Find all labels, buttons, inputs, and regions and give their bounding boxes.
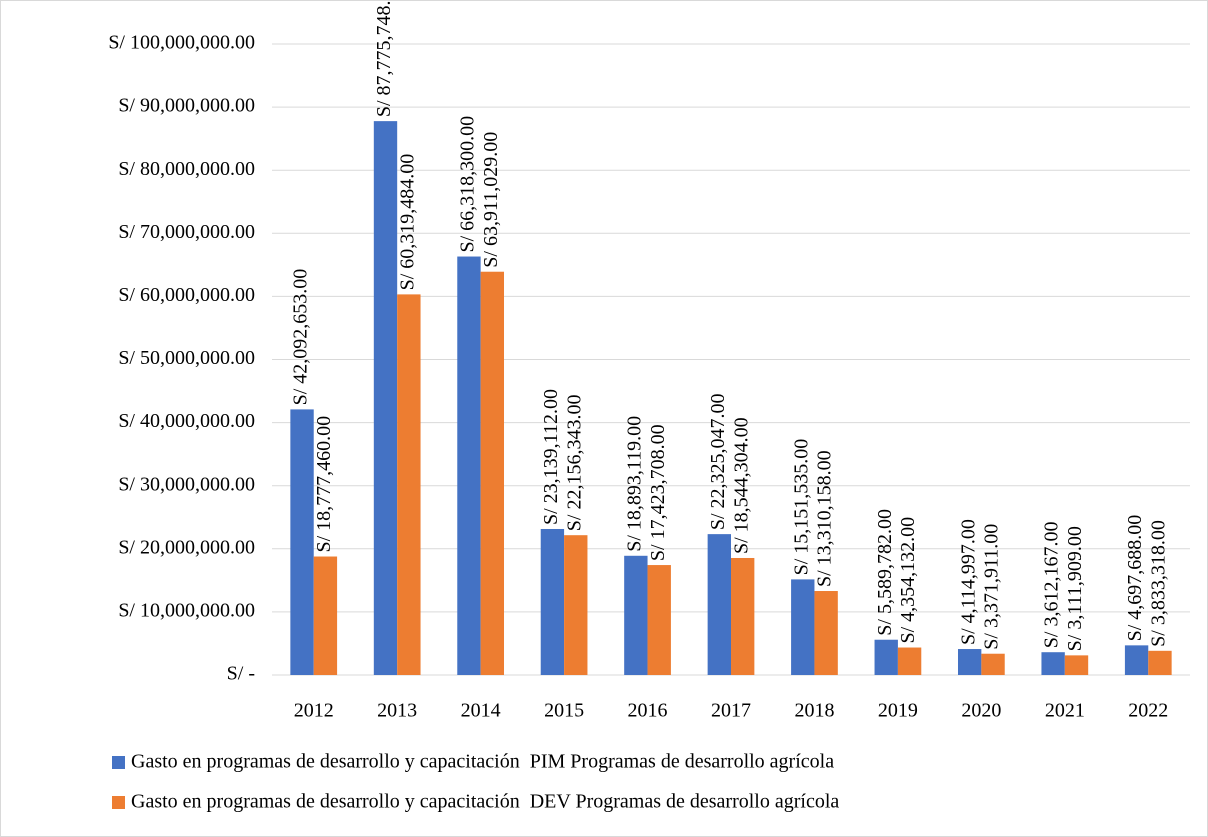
bar [290,409,314,675]
data-label: S/ 66,318,300.00 [457,116,479,253]
data-label: S/ 3,612,167.00 [1041,522,1063,649]
bar [1124,645,1149,675]
bar [874,639,898,675]
y-tick-label: S/ 40,000,000.00 [118,410,255,432]
y-tick-label: S/ 20,000,000.00 [118,536,255,558]
bar [564,535,588,675]
data-label: S/ 5,589,782.00 [874,509,896,636]
bar [540,528,565,675]
data-label: S/ 4,354,132.00 [897,517,919,644]
bar [647,565,671,675]
bar [957,649,982,675]
data-label: S/ 15,151,535.00 [790,439,812,576]
data-label: S/ 17,423,708.00 [647,424,669,561]
y-tick-label: S/ 60,000,000.00 [118,284,255,306]
x-tick-label: 2014 [461,700,501,722]
data-label: S/ 87,775,748.00 [373,0,395,117]
y-tick-label: S/ - [227,663,255,685]
x-tick-label: 2013 [377,700,417,722]
x-tick-label: 2021 [1045,700,1085,722]
bar [313,556,338,675]
y-tick-label: S/ 30,000,000.00 [118,473,255,495]
y-tick-label: S/ 90,000,000.00 [118,95,255,117]
legend-swatch [112,796,125,809]
bar [1064,655,1089,675]
y-tick-label: S/ 10,000,000.00 [118,599,255,621]
data-label: S/ 22,325,047.00 [707,393,729,530]
x-tick-label: 2018 [794,700,834,722]
x-tick-label: 2019 [878,700,918,722]
bar [897,647,922,675]
data-label: S/ 3,371,911.00 [981,524,1003,650]
bar [457,256,481,675]
bar [480,271,505,675]
bar [981,653,1005,675]
data-label: S/ 18,544,304.00 [730,417,752,554]
data-label: S/ 22,156,343.00 [563,395,585,532]
bar [791,579,815,675]
y-tick-label: S/ 50,000,000.00 [118,347,255,369]
legend-label: Gasto en programas de desarrollo y capac… [131,791,839,813]
x-tick-label: 2017 [711,700,751,722]
bar [397,294,421,675]
y-tick-label: S/ 100,000,000.00 [108,32,255,54]
x-tick-label: 2015 [544,700,584,722]
data-label: S/ 63,911,029.00 [480,132,502,268]
x-tick-label: 2020 [961,700,1001,722]
data-label: S/ 42,092,653.00 [290,269,312,406]
bar [624,555,648,675]
data-label: S/ 60,319,484.00 [396,154,418,291]
bar [373,121,398,676]
data-label: S/ 18,777,460.00 [313,416,335,553]
data-label: S/ 18,893,119.00 [623,416,645,552]
data-label: S/ 13,310,158.00 [814,450,836,587]
data-label: S/ 4,697,688.00 [1124,515,1146,642]
x-tick-label: 2022 [1128,700,1168,722]
bar [731,557,755,675]
data-label: S/ 3,111,909.00 [1064,526,1086,651]
y-tick-label: S/ 70,000,000.00 [118,221,255,243]
x-tick-label: 2012 [294,700,334,722]
bar [1041,652,1065,675]
legend-label: Gasto en programas de desarrollo y capac… [131,751,834,773]
bar [814,591,838,675]
x-tick-label: 2016 [628,700,668,722]
data-label: S/ 4,114,997.00 [957,519,979,645]
bar [707,534,731,675]
y-tick-label: S/ 80,000,000.00 [118,158,255,180]
data-label: S/ 3,833,318.00 [1148,520,1170,647]
legend-swatch [112,756,125,769]
bar [1148,650,1172,675]
data-label: S/ 23,139,112.00 [540,389,562,525]
